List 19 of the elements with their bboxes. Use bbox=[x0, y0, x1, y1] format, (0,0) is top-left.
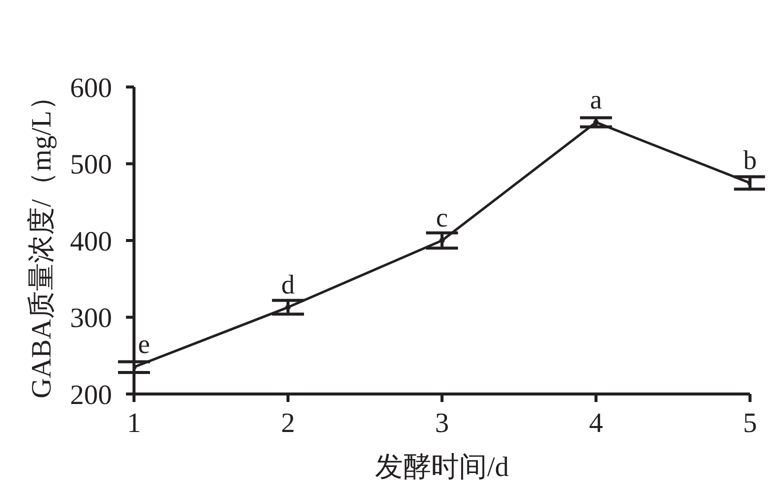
annotation: d bbox=[281, 269, 296, 300]
annotation: e bbox=[138, 329, 150, 360]
y-tick-label: 200 bbox=[70, 380, 112, 411]
x-axis-title: 发酵时间/d bbox=[375, 452, 509, 483]
x-tick-label: 4 bbox=[589, 408, 603, 439]
annotation: b bbox=[743, 144, 757, 175]
y-tick-label: 600 bbox=[70, 72, 112, 104]
x-tick-label: 3 bbox=[435, 408, 449, 439]
annotation: a bbox=[590, 84, 602, 114]
y-axis-title: GABA质量浓度/（mg/L） bbox=[26, 82, 58, 398]
point bbox=[439, 238, 445, 244]
point bbox=[285, 304, 291, 310]
y-tick-label: 500 bbox=[70, 150, 112, 181]
y-tick-label: 300 bbox=[70, 303, 112, 334]
y-tick-label: 400 bbox=[70, 226, 112, 258]
x-tick-label: 1 bbox=[127, 408, 141, 439]
x-tick-label: 2 bbox=[281, 408, 295, 439]
x-tick-label: 5 bbox=[743, 408, 757, 439]
annotation: c bbox=[436, 202, 448, 232]
